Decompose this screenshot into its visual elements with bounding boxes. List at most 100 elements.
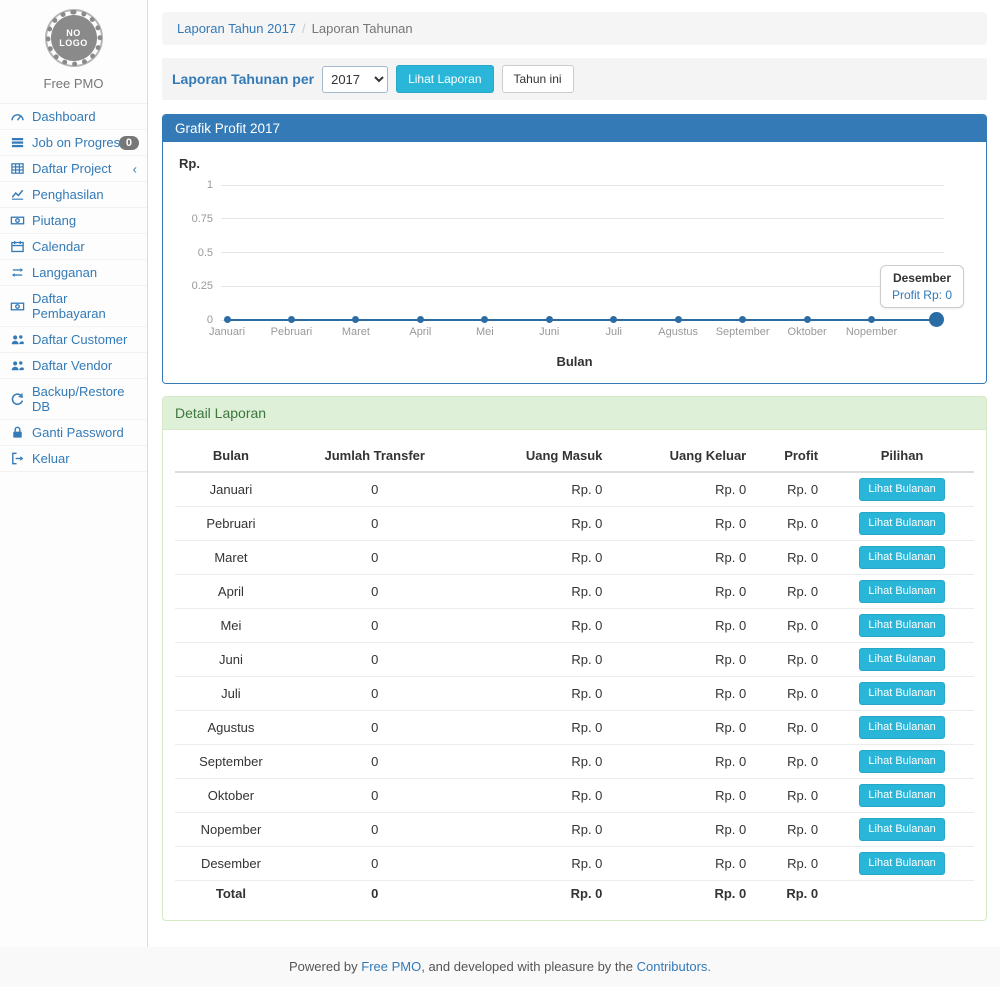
col-header-jumlah-transfer: Jumlah Transfer: [287, 440, 463, 472]
lihat-bulanan-button[interactable]: Lihat Bulanan: [859, 580, 944, 603]
cell-jumlah-transfer: 0: [287, 677, 463, 711]
y-tick-label: 0: [177, 314, 213, 326]
data-point[interactable]: [352, 316, 359, 323]
x-tick-label: Juli: [605, 326, 622, 338]
lihat-bulanan-button[interactable]: Lihat Bulanan: [859, 512, 944, 535]
sidebar-item-label: Piutang: [32, 213, 76, 228]
data-point[interactable]: [804, 316, 811, 323]
x-tick-label: Oktober: [788, 326, 827, 338]
year-select[interactable]: 2017: [322, 66, 388, 93]
lihat-bulanan-button[interactable]: Lihat Bulanan: [859, 478, 944, 501]
detail-panel-body: Bulan Jumlah Transfer Uang Masuk Uang Ke…: [163, 430, 986, 920]
cell-uang-masuk: Rp. 0: [463, 847, 615, 881]
sidebar-item-keluar[interactable]: Keluar: [0, 446, 147, 472]
data-point[interactable]: [739, 316, 746, 323]
lihat-bulanan-button[interactable]: Lihat Bulanan: [859, 648, 944, 671]
cell-jumlah-transfer: 0: [287, 609, 463, 643]
cell-profit: Rp. 0: [758, 813, 830, 847]
cell-bulan: Pebruari: [175, 507, 287, 541]
lihat-bulanan-button[interactable]: Lihat Bulanan: [859, 716, 944, 739]
cell-uang-masuk: Rp. 0: [463, 711, 615, 745]
breadcrumb-link-laporan-tahun[interactable]: Laporan Tahun 2017: [177, 21, 296, 36]
sidebar-item-daftar-project[interactable]: Daftar Project ‹: [0, 156, 147, 182]
lihat-bulanan-button[interactable]: Lihat Bulanan: [859, 750, 944, 773]
data-point[interactable]: [929, 312, 944, 327]
cell-bulan: Desember: [175, 847, 287, 881]
lihat-bulanan-button[interactable]: Lihat Bulanan: [859, 614, 944, 637]
money-icon: [9, 299, 25, 314]
cell-profit: Rp. 0: [758, 779, 830, 813]
cell-pilihan: Lihat Bulanan: [830, 711, 974, 745]
cell-total-jumlah: 0: [287, 881, 463, 907]
cell-profit: Rp. 0: [758, 575, 830, 609]
chart-panel: Grafik Profit 2017 Rp. 10.750.50.250 Des…: [162, 114, 987, 384]
data-point[interactable]: [481, 316, 488, 323]
cell-jumlah-transfer: 0: [287, 472, 463, 507]
breadcrumb-current: Laporan Tahunan: [312, 21, 413, 36]
cell-jumlah-transfer: 0: [287, 813, 463, 847]
data-point[interactable]: [417, 316, 424, 323]
data-point[interactable]: [675, 316, 682, 323]
cell-jumlah-transfer: 0: [287, 541, 463, 575]
data-point[interactable]: [288, 316, 295, 323]
sidebar-item-job-on-progress[interactable]: Job on Progress 0: [0, 130, 147, 156]
col-header-uang-masuk: Uang Masuk: [463, 440, 615, 472]
logo-text-line1: NO: [51, 28, 97, 38]
cell-profit: Rp. 0: [758, 745, 830, 779]
col-header-uang-keluar: Uang Keluar: [614, 440, 758, 472]
cell-jumlah-transfer: 0: [287, 643, 463, 677]
sidebar-item-langganan[interactable]: Langganan: [0, 260, 147, 286]
chart-body: Rp. 10.750.50.250 Desember Profit Rp: 0 …: [163, 142, 986, 383]
lihat-bulanan-button[interactable]: Lihat Bulanan: [859, 682, 944, 705]
cell-profit: Rp. 0: [758, 472, 830, 507]
cell-total-profit: Rp. 0: [758, 881, 830, 907]
cell-bulan: Nopember: [175, 813, 287, 847]
data-point[interactable]: [224, 316, 231, 323]
detail-panel-title: Detail Laporan: [163, 397, 986, 430]
cell-profit: Rp. 0: [758, 711, 830, 745]
cell-total-pilihan: [830, 881, 974, 907]
contributors-link[interactable]: Contributors.: [637, 959, 711, 974]
lihat-bulanan-button[interactable]: Lihat Bulanan: [859, 784, 944, 807]
logo-block: NO LOGO Free PMO: [0, 0, 147, 103]
table-row: Nopember0Rp. 0Rp. 0Rp. 0Lihat Bulanan: [175, 813, 974, 847]
y-tick-label: 1: [177, 179, 213, 191]
footer-text-prefix: Powered by: [289, 959, 361, 974]
cell-pilihan: Lihat Bulanan: [830, 847, 974, 881]
cell-jumlah-transfer: 0: [287, 507, 463, 541]
count-badge: 0: [119, 136, 139, 150]
sidebar-item-calendar[interactable]: Calendar: [0, 234, 147, 260]
data-point[interactable]: [868, 316, 875, 323]
lihat-bulanan-button[interactable]: Lihat Bulanan: [859, 818, 944, 841]
sidebar-item-daftar-pembayaran[interactable]: Daftar Pembayaran: [0, 286, 147, 327]
x-tick-label: April: [409, 326, 431, 338]
sidebar-item-ganti-password[interactable]: Ganti Password: [0, 420, 147, 446]
sidebar-item-label: Keluar: [32, 451, 70, 466]
sidebar-item-piutang[interactable]: Piutang: [0, 208, 147, 234]
y-axis-title: Rp.: [179, 156, 972, 171]
lihat-bulanan-button[interactable]: Lihat Bulanan: [859, 546, 944, 569]
lihat-laporan-button[interactable]: Lihat Laporan: [396, 65, 493, 93]
x-tick-label: Mei: [476, 326, 494, 338]
sign-out-icon: [9, 451, 25, 466]
free-pmo-link[interactable]: Free PMO: [361, 959, 421, 974]
lock-icon: [9, 425, 25, 440]
sidebar-item-daftar-vendor[interactable]: Daftar Vendor: [0, 353, 147, 379]
y-tick-label: 0.5: [177, 247, 213, 259]
lihat-bulanan-button[interactable]: Lihat Bulanan: [859, 852, 944, 875]
cell-uang-keluar: Rp. 0: [614, 677, 758, 711]
cell-uang-masuk: Rp. 0: [463, 507, 615, 541]
cell-uang-masuk: Rp. 0: [463, 813, 615, 847]
table-row: Mei0Rp. 0Rp. 0Rp. 0Lihat Bulanan: [175, 609, 974, 643]
sidebar-item-backup-restore-db[interactable]: Backup/Restore DB: [0, 379, 147, 420]
sidebar-item-daftar-customer[interactable]: Daftar Customer: [0, 327, 147, 353]
data-point[interactable]: [610, 316, 617, 323]
tahun-ini-button[interactable]: Tahun ini: [502, 65, 574, 93]
sidebar-item-dashboard[interactable]: Dashboard: [0, 104, 147, 130]
sidebar-item-label: Daftar Project: [32, 161, 111, 176]
table-row: September0Rp. 0Rp. 0Rp. 0Lihat Bulanan: [175, 745, 974, 779]
data-point[interactable]: [546, 316, 553, 323]
filter-bar: Laporan Tahunan per 2017 Lihat Laporan T…: [162, 58, 987, 100]
sidebar-menu: Dashboard Job on Progress 0 Daftar Proje…: [0, 103, 147, 472]
sidebar-item-penghasilan[interactable]: Penghasilan: [0, 182, 147, 208]
